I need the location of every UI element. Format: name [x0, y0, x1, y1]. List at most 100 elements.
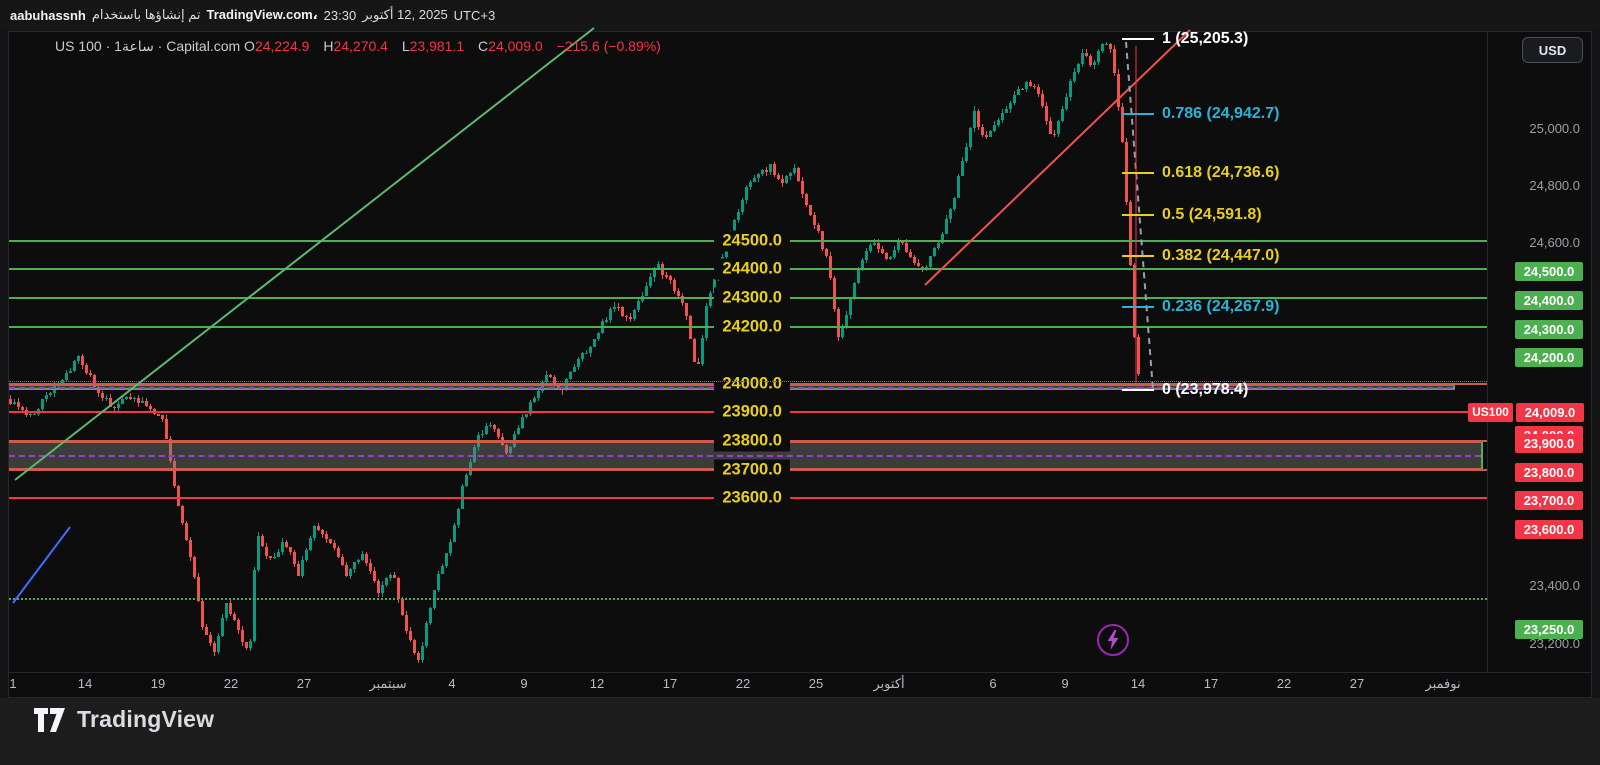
candle-body: [133, 397, 136, 399]
candle-body: [893, 249, 896, 257]
attribution-bar: aabuhassnh تم إنشاؤها باستخدام TradingVi…: [0, 0, 1600, 30]
candle-body: [1061, 109, 1064, 121]
footer: TradingView: [0, 698, 1600, 765]
candle-body: [801, 181, 804, 194]
candle-body: [917, 263, 920, 267]
time-axis-label: 4: [448, 676, 456, 691]
candle-body: [417, 652, 420, 661]
candle-body: [1025, 81, 1028, 89]
candle-body: [77, 355, 80, 362]
candle-body: [885, 253, 888, 259]
candle-body: [285, 541, 288, 548]
time-axis-label: 9: [520, 676, 528, 691]
candle-body: [857, 268, 860, 283]
candle-body: [429, 607, 432, 624]
candle-body: [21, 406, 24, 411]
candle-body: [421, 646, 424, 661]
candle-body: [257, 536, 260, 570]
ohlc-low-value: 23,981.1: [409, 38, 465, 54]
candle-body: [581, 353, 584, 359]
fib-level-line: [1122, 254, 1154, 257]
candle-body: [109, 397, 112, 407]
candle-body: [385, 577, 388, 585]
candle-body: [657, 263, 660, 270]
candle-body: [481, 433, 484, 436]
time-axis-label: 17: [1203, 676, 1219, 691]
candle-body: [709, 292, 712, 306]
candle-body: [873, 242, 876, 246]
candle-body: [653, 270, 656, 278]
candle-body: [381, 584, 384, 594]
price-scale-separator: [1487, 31, 1488, 672]
candle-body: [589, 346, 592, 353]
candle-body: [713, 279, 716, 293]
candle-body: [861, 260, 864, 269]
candle-body: [205, 627, 208, 635]
candle-body: [65, 372, 68, 380]
candle-body: [157, 414, 160, 416]
ohlc-close-label: C: [478, 38, 489, 54]
candle-body: [625, 315, 628, 318]
price-scale-label: 23,200.0: [1529, 635, 1580, 651]
lightning-marker[interactable]: [1097, 624, 1129, 656]
minor-trend-blue[interactable]: [12, 526, 71, 604]
time-axis[interactable]: 1 14 19 22 27 سبتمبر 4 9 12 17 22 25 أكتوبر 6 9 14 17 22 2…: [0, 672, 1600, 698]
candle-body: [1001, 113, 1004, 120]
candle-body: [341, 556, 344, 565]
candle-body: [261, 536, 264, 547]
candle-body: [165, 419, 168, 440]
candle-body: [413, 639, 416, 653]
candle-body: [81, 355, 84, 366]
candle-body: [669, 276, 672, 281]
candle-body: [377, 580, 380, 594]
level-price-label: 24500.0: [714, 230, 790, 252]
price-scale-badge: 23,250.0: [1515, 619, 1583, 639]
candle-body: [869, 245, 872, 251]
candle-body: [929, 256, 932, 268]
candle-body: [201, 600, 204, 628]
candle-body: [237, 619, 240, 630]
candle-body: [253, 569, 256, 642]
candle-body: [533, 398, 536, 402]
candle-body: [309, 538, 312, 551]
fib-level-label: 0 (23,978.4): [1162, 381, 1249, 399]
candle-body: [901, 240, 904, 244]
candle-body: [73, 361, 76, 372]
candle-body: [701, 337, 704, 364]
candle-body: [1029, 81, 1032, 86]
candle-wick: [918, 259, 919, 267]
candle-wick: [394, 571, 395, 578]
candle-body: [177, 486, 180, 507]
candle-body: [401, 599, 404, 615]
fib-level-label: 1 (25,205.3): [1162, 30, 1249, 47]
candle-body: [813, 215, 816, 226]
currency-button[interactable]: USD: [1522, 37, 1583, 63]
candle-body: [369, 562, 372, 571]
candle-body: [573, 366, 576, 372]
candle-body: [325, 534, 328, 540]
candle-body: [121, 399, 124, 404]
candle-body: [897, 240, 900, 250]
candle-body: [193, 556, 196, 577]
price-scale-badge: 23,800.0: [1515, 462, 1583, 482]
candle-body: [389, 575, 392, 578]
candle-body: [313, 526, 316, 539]
candle-body: [17, 402, 20, 407]
tradingview-logo[interactable]: TradingView: [33, 706, 214, 733]
candle-body: [597, 332, 600, 339]
time-axis-label: 25: [808, 676, 824, 691]
site-name: TradingView.com،: [206, 7, 318, 22]
bolt-icon: [1107, 630, 1119, 650]
candle-body: [741, 199, 744, 213]
price-scale[interactable]: 25,000.0 24,800.0 24,600.0 24,500.0 24,400.0…: [1468, 31, 1600, 672]
candle-body: [797, 167, 800, 181]
time-axis-label: 22: [1276, 676, 1292, 691]
candle-body: [973, 110, 976, 129]
price-scale-badge: 23,600.0: [1515, 519, 1583, 539]
candle-body: [457, 509, 460, 525]
price-scale-label: 23,400.0: [1529, 578, 1580, 594]
candle-body: [269, 556, 272, 559]
candle-body: [621, 306, 624, 316]
candle-body: [85, 365, 88, 373]
